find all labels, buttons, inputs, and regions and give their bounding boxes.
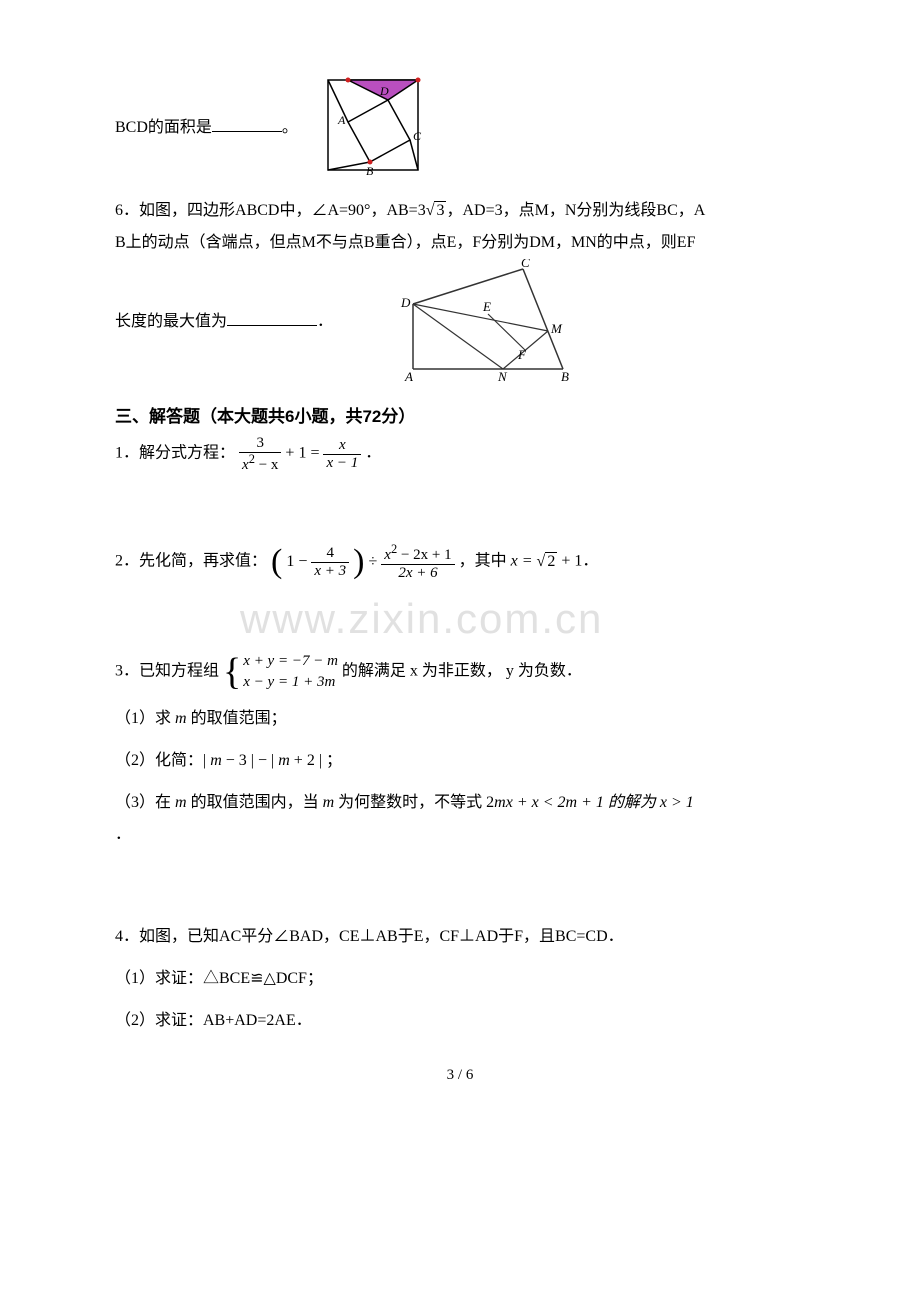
q6-text3: 长度的最大值为 ． [115,306,333,338]
problem-1: 1．解分式方程： 3 x2 − x + 1 = x x − 1 ． [115,435,805,473]
page-number: 3 / 6 [115,1067,805,1084]
p3-sub1: （1）求 m 的取值范围； [115,703,805,735]
p2-rparen: ) [353,543,364,580]
p4-num: 4． [115,928,139,945]
q6-line1a: 如图，四边形ABCD中，∠A=90°，AB=3 [139,202,426,219]
svg-text:B: B [366,164,374,178]
problem-3: 3．已知方程组 { x + y = −7 − m x − y = 1 + 3m … [115,651,805,693]
p2-text2: ，其中 [459,553,511,570]
p1-mid: + 1 = [285,445,323,462]
q5-frag2: 。 [282,119,298,136]
section-3-title: 三、解答题（本大题共6小题，共72分） [115,402,805,427]
p3-sub3: （3）在 m 的取值范围内，当 m 为何整数时，不等式 2mx + x < 2m… [115,787,805,851]
question-6: 6．如图，四边形ABCD中，∠A=90°，AB=33，AD=3，点M，N分别为线… [115,195,805,384]
problem-4: 4．如图，已知AC平分∠BAD，CE⊥AB于E，CF⊥AD于F，且BC=CD． [115,921,805,953]
q6-row3: 长度的最大值为 ． A B C D E F [115,259,805,384]
p1-text: 解分式方程： [139,445,235,462]
q6-line2: B上的动点（含端点，但点M不与点B重合），点E，F分别为DM，MN的中点，则EF [115,234,695,251]
q6-line3a: 长度的最大值为 [115,313,227,330]
svg-text:B: B [561,369,569,384]
svg-text:E: E [482,299,491,314]
svg-text:A: A [404,369,413,384]
svg-text:M: M [550,321,563,336]
p1-frac1: 3 x2 − x [239,435,281,473]
brace-icon: { [223,653,241,691]
p2-num: 2． [115,553,139,570]
q6-sqrt: 3 [426,195,447,227]
svg-text:D: D [400,295,411,310]
svg-text:F: F [517,347,527,362]
q6-figure: A B C D E F M N [393,259,583,384]
p1-num: 1． [115,445,139,462]
p2-frac-right: x2 − 2x + 1 2x + 6 [381,543,454,581]
q6-line1b: ，AD=3，点M，N分别为线段BC，A [446,202,705,219]
p1-frac2: x x − 1 [323,437,361,471]
p3-num: 3． [115,663,139,680]
p2-div: ÷ [369,553,382,570]
svg-text:C: C [413,129,422,143]
question-5-fragment: BCD的面积是 。 A B C D [115,70,805,185]
problem-2: 2．先化简，再求值： ( 1 − 4 x + 3 ) ÷ x2 − 2x + 1… [115,543,805,581]
p2-text1: 先化简，再求值： [139,553,267,570]
svg-text:N: N [497,369,508,384]
p1-end: ． [365,445,381,462]
p2-xeq-b: + 1． [557,553,598,570]
p4-line1: 如图，已知AC平分∠BAD，CE⊥AB于E，CF⊥AD于F，且BC=CD． [139,928,624,945]
p3-text2: 的解满足 x 为非正数， y 为负数． [342,663,582,680]
svg-text:D: D [379,84,389,98]
q5-frag1: BCD的面积是 [115,119,212,136]
q6-line3b: ． [317,313,333,330]
p2-inner1: 1 − [286,553,311,570]
svg-text:A: A [337,113,346,127]
p4-sub2: （2）求证：AB+AD=2AE． [115,1005,805,1037]
p3-text1: 已知方程组 [139,663,219,680]
p3-sub2: （2）化简：| m − 3 | − | m + 2 | ； [115,745,805,777]
p4-sub1: （1）求证：△BCE≌△DCF； [115,963,805,995]
q5-text: BCD的面积是 。 [115,112,298,144]
p2-frac-inner: 4 x + 3 [311,545,349,579]
q6-num: 6． [115,202,139,219]
q5-blank [212,115,282,132]
p3-system: { x + y = −7 − m x − y = 1 + 3m [223,651,338,693]
p2-xeq-a: x = [511,553,537,570]
svg-text:C: C [521,259,530,270]
p2-lparen: ( [271,543,282,580]
q6-blank [227,309,317,326]
p2-sqrt: 2 [537,546,558,578]
q5-figure: A B C D [318,70,438,185]
